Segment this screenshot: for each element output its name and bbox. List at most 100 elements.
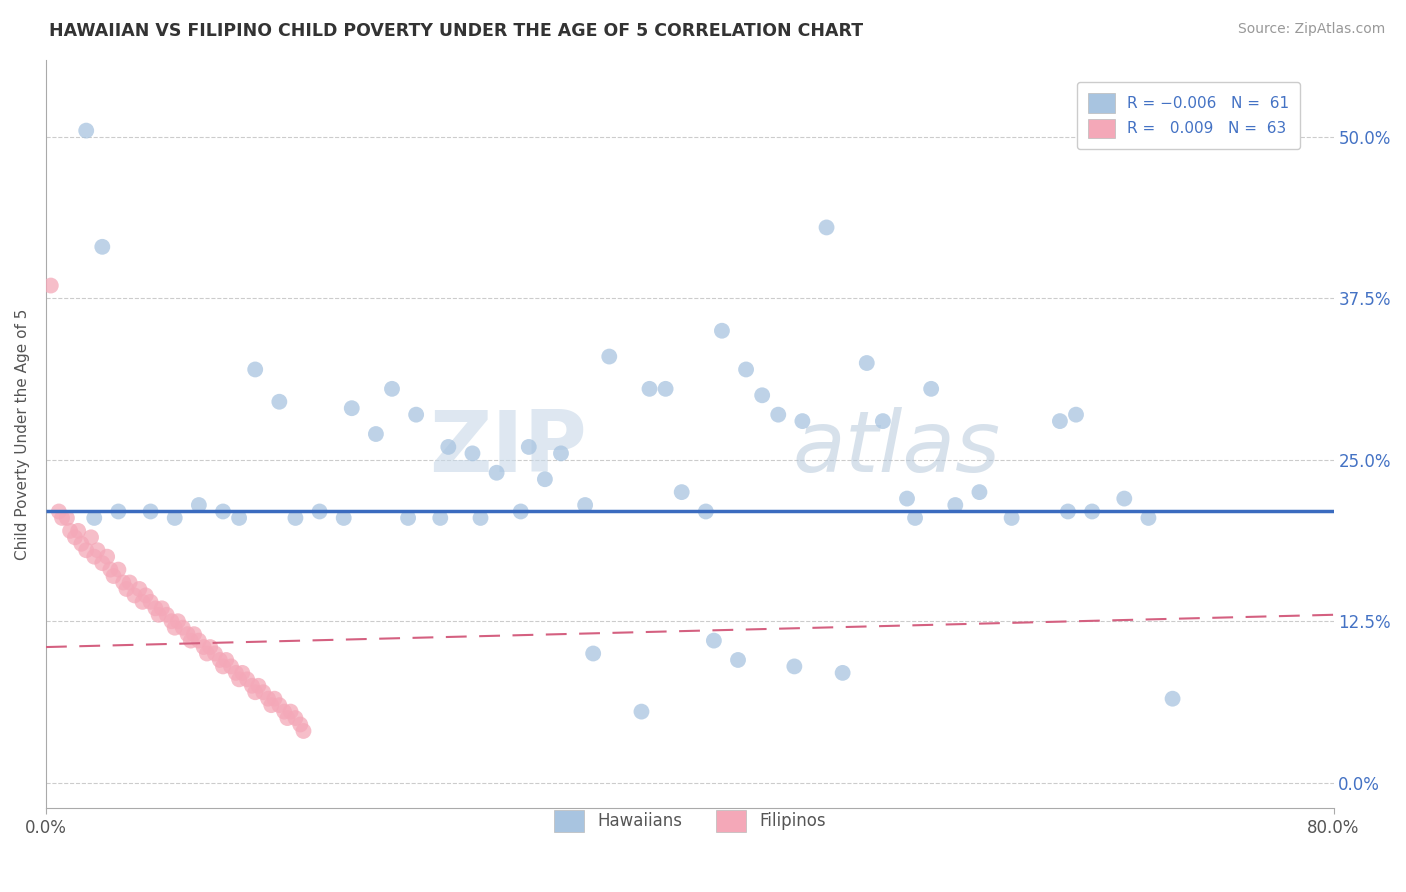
Point <box>703 633 725 648</box>
Point <box>284 511 307 525</box>
Point <box>630 705 652 719</box>
Point <box>429 511 451 525</box>
Point <box>245 685 267 699</box>
Point <box>574 498 596 512</box>
Point <box>534 472 557 486</box>
Point <box>695 504 717 518</box>
Point <box>872 414 894 428</box>
Point <box>176 627 198 641</box>
Point <box>1064 408 1087 422</box>
Point <box>273 705 295 719</box>
Point <box>96 549 118 564</box>
Point <box>86 543 108 558</box>
Point <box>340 401 363 416</box>
Point <box>135 589 157 603</box>
Point <box>638 382 661 396</box>
Point <box>290 717 312 731</box>
Point <box>292 723 315 738</box>
Point <box>59 524 82 538</box>
Point <box>252 685 274 699</box>
Point <box>63 530 86 544</box>
Point <box>150 601 173 615</box>
Point <box>103 569 125 583</box>
Point <box>792 414 814 428</box>
Point <box>75 123 97 137</box>
Point <box>381 382 404 396</box>
Text: HAWAIIAN VS FILIPINO CHILD POVERTY UNDER THE AGE OF 5 CORRELATION CHART: HAWAIIAN VS FILIPINO CHILD POVERTY UNDER… <box>49 22 863 40</box>
Point <box>1081 504 1104 518</box>
Point <box>163 511 186 525</box>
Point <box>855 356 877 370</box>
Point <box>212 504 235 518</box>
Text: atlas: atlas <box>793 408 1001 491</box>
Point <box>193 640 215 654</box>
Point <box>148 607 170 622</box>
Point <box>187 498 209 512</box>
Point <box>208 653 231 667</box>
Point <box>768 408 790 422</box>
Point <box>920 382 942 396</box>
Point <box>969 485 991 500</box>
Point <box>51 511 73 525</box>
Point <box>56 511 79 525</box>
Point <box>263 691 285 706</box>
Point <box>80 530 103 544</box>
Point <box>131 595 153 609</box>
Point <box>187 633 209 648</box>
Point <box>269 394 291 409</box>
Point <box>396 511 419 525</box>
Point <box>91 556 114 570</box>
Point <box>83 511 105 525</box>
Point <box>215 653 238 667</box>
Point <box>67 524 90 538</box>
Point <box>276 711 298 725</box>
Point <box>582 647 605 661</box>
Point <box>91 240 114 254</box>
Point <box>247 679 270 693</box>
Point <box>598 350 620 364</box>
Point <box>751 388 773 402</box>
Point <box>735 362 758 376</box>
Point <box>245 362 267 376</box>
Point <box>364 427 387 442</box>
Point <box>461 446 484 460</box>
Point <box>118 575 141 590</box>
Point <box>98 563 121 577</box>
Point <box>124 589 146 603</box>
Point <box>284 711 307 725</box>
Point <box>195 647 218 661</box>
Point <box>160 614 183 628</box>
Point <box>943 498 966 512</box>
Y-axis label: Child Poverty Under the Age of 5: Child Poverty Under the Age of 5 <box>15 309 30 559</box>
Point <box>896 491 918 506</box>
Point <box>405 408 427 422</box>
Point <box>485 466 508 480</box>
Point <box>727 653 749 667</box>
Point <box>1114 491 1136 506</box>
Point <box>172 621 194 635</box>
Point <box>257 691 280 706</box>
Point <box>180 633 202 648</box>
Point <box>671 485 693 500</box>
Point <box>240 679 263 693</box>
Point <box>198 640 221 654</box>
Point <box>1161 691 1184 706</box>
Point <box>260 698 283 713</box>
Point <box>156 607 179 622</box>
Point <box>904 511 927 525</box>
Point <box>139 595 162 609</box>
Legend: Hawaiians, Filipinos: Hawaiians, Filipinos <box>540 797 839 845</box>
Point <box>437 440 460 454</box>
Point <box>783 659 806 673</box>
Point <box>183 627 205 641</box>
Point <box>107 504 129 518</box>
Point <box>70 537 93 551</box>
Point <box>48 504 70 518</box>
Point <box>269 698 291 713</box>
Point <box>332 511 354 525</box>
Point <box>219 659 242 673</box>
Point <box>470 511 492 525</box>
Point <box>128 582 150 596</box>
Point <box>163 621 186 635</box>
Point <box>1137 511 1160 525</box>
